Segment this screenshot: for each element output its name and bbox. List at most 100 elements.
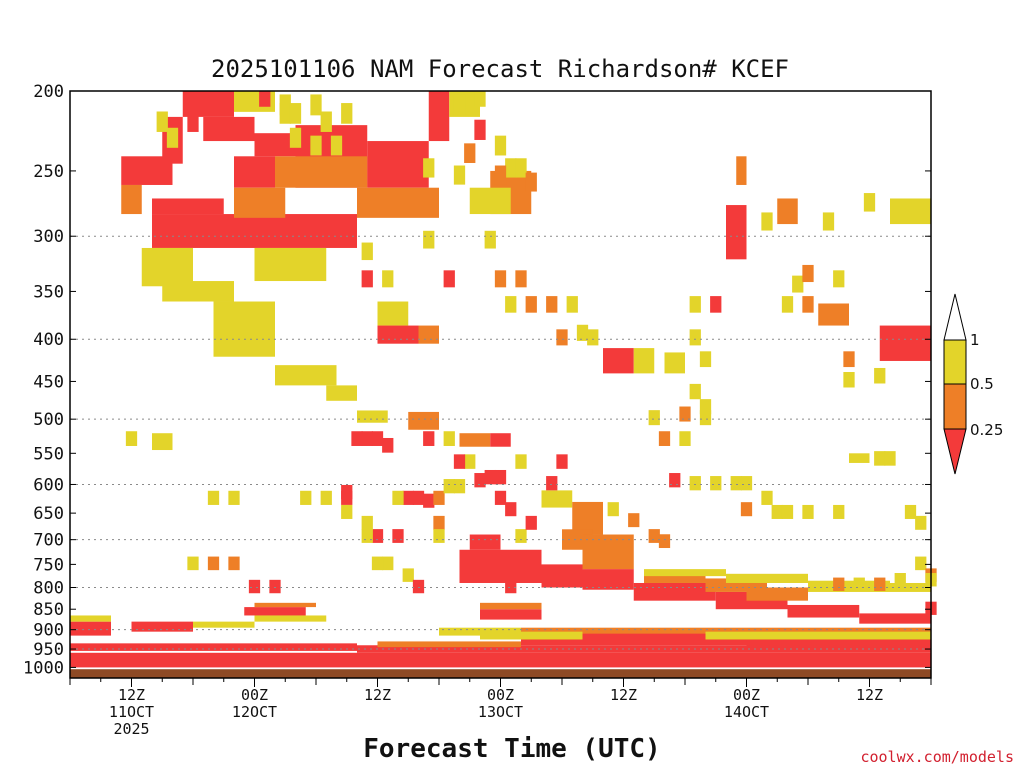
y-tick-label: 850 <box>33 600 64 620</box>
y-tick-label: 250 <box>33 162 64 182</box>
heatmap-cell-high <box>874 367 886 384</box>
heatmap-region-mid <box>398 187 439 218</box>
heatmap-region-high <box>664 352 685 374</box>
legend-label-0-5: 0.5 <box>970 375 994 393</box>
heatmap-region-low <box>541 564 583 588</box>
heatmap-cell-low <box>382 437 394 453</box>
heatmap-cell-high <box>505 158 517 178</box>
y-tick-label: 950 <box>33 640 64 660</box>
heatmap-region-mid <box>254 602 316 608</box>
heatmap-region-high <box>141 247 193 287</box>
heatmap-cell-high <box>341 103 353 124</box>
heatmap-cell-high <box>300 490 312 505</box>
heatmap-cell-low <box>259 91 271 107</box>
heatmap-cell-low <box>187 111 199 132</box>
y-tick-label: 650 <box>33 504 64 524</box>
x-tick-label: 12Z <box>364 686 391 704</box>
legend-bin-mid <box>943 383 967 430</box>
heatmap-cell-mid <box>802 264 814 283</box>
heatmap-cell-high <box>371 556 384 571</box>
heatmap-region-low <box>254 133 296 157</box>
heatmap-cell-high <box>689 329 701 346</box>
y-tick-label: 1000 <box>23 658 64 678</box>
heatmap-cell-high <box>443 431 455 446</box>
heatmap-cell-high <box>781 504 794 519</box>
heatmap-cell-low <box>494 469 507 485</box>
heatmap-region-mid <box>818 303 849 326</box>
heatmap-cell-mid <box>679 406 691 422</box>
heatmap-region-low <box>726 205 747 260</box>
heatmap-region-low <box>131 621 193 632</box>
heatmap-cell-high <box>761 212 773 231</box>
heatmap-cell-high <box>423 230 435 249</box>
heatmap-region-mid <box>521 627 931 634</box>
heatmap-cell-high <box>228 490 240 505</box>
heatmap-cell-mid <box>494 270 507 288</box>
y-axis: 200 250 300 350 400 450 500 550 600 650 700 750 8008… <box>23 82 931 678</box>
heatmap-cell-low <box>443 270 455 288</box>
heatmap-cell-high <box>341 504 353 519</box>
heatmap-cell-high <box>453 94 466 116</box>
heatmap-region-low <box>603 348 634 374</box>
heatmap-cell-mid <box>874 577 886 591</box>
x-tick-label: 14OCT <box>724 703 769 721</box>
x-tick-label: 13OCT <box>478 703 523 721</box>
heatmap-cell-low <box>453 454 466 469</box>
y-tick-label: 450 <box>33 372 64 392</box>
heatmap-region-low <box>152 214 357 248</box>
heatmap-cell-low <box>484 469 496 485</box>
heatmap-region-low <box>203 116 255 142</box>
heatmap-cell-high <box>904 504 917 519</box>
heatmap-cell-high <box>361 515 373 530</box>
heatmap-cells <box>70 91 937 668</box>
heatmap-cell-high <box>874 451 886 466</box>
heatmap-cell-high <box>792 275 804 293</box>
heatmap-region-low <box>428 91 450 142</box>
heatmap-cell-mid <box>228 556 240 571</box>
heatmap-region-mid <box>777 198 798 225</box>
heatmap-cell-low <box>505 502 517 517</box>
heatmap-cell-high <box>771 504 783 519</box>
heatmap-region-mid <box>357 187 398 218</box>
heatmap-cell-high <box>453 165 466 185</box>
heatmap-cell-high <box>884 451 896 466</box>
heatmap-cell-high <box>494 135 507 156</box>
heatmap-cell-high <box>761 490 773 505</box>
heatmap-cell-low <box>423 431 435 446</box>
ground-fill <box>70 669 931 678</box>
heatmap-region-mid <box>377 641 521 648</box>
y-tick-label: 300 <box>33 227 64 247</box>
heatmap-cell-high <box>515 454 527 469</box>
heatmap-cell-high <box>289 127 302 148</box>
heatmap-cell-low <box>525 515 537 530</box>
heatmap-cell-low <box>494 490 507 505</box>
y-tick-label: 500 <box>33 410 64 430</box>
heatmap-cell-low <box>474 473 486 488</box>
heatmap-cell-high <box>310 94 322 116</box>
heatmap-cell-low <box>341 484 353 500</box>
heatmap-region-high <box>726 573 808 583</box>
heatmap-cell-high <box>781 296 794 313</box>
heatmap-region-mid <box>275 156 368 188</box>
y-tick-label: 550 <box>33 444 64 464</box>
heatmap-cell-high <box>474 91 486 107</box>
heatmap-cell-low <box>505 579 517 594</box>
heatmap-cell-low <box>402 490 414 505</box>
heatmap-cell-high <box>689 383 701 400</box>
heatmap-cell-low <box>546 476 558 491</box>
heatmap-cell-high <box>320 490 332 505</box>
heatmap-region-low <box>879 325 931 361</box>
heatmap-cell-mid <box>658 431 671 446</box>
heatmap-cell-high <box>382 270 394 288</box>
heatmap-region-low <box>70 621 111 636</box>
heatmap-region-high <box>193 621 255 628</box>
heatmap-region-mid <box>480 602 542 610</box>
y-tick-label: 350 <box>33 282 64 302</box>
heatmap-region-mid <box>746 587 808 601</box>
heatmap-cell-high <box>484 230 496 249</box>
heatmap-cell-low <box>412 490 425 505</box>
heatmap-cell-mid <box>843 351 855 368</box>
heatmap-cell-low <box>248 579 261 594</box>
heatmap-region-low <box>70 652 931 668</box>
